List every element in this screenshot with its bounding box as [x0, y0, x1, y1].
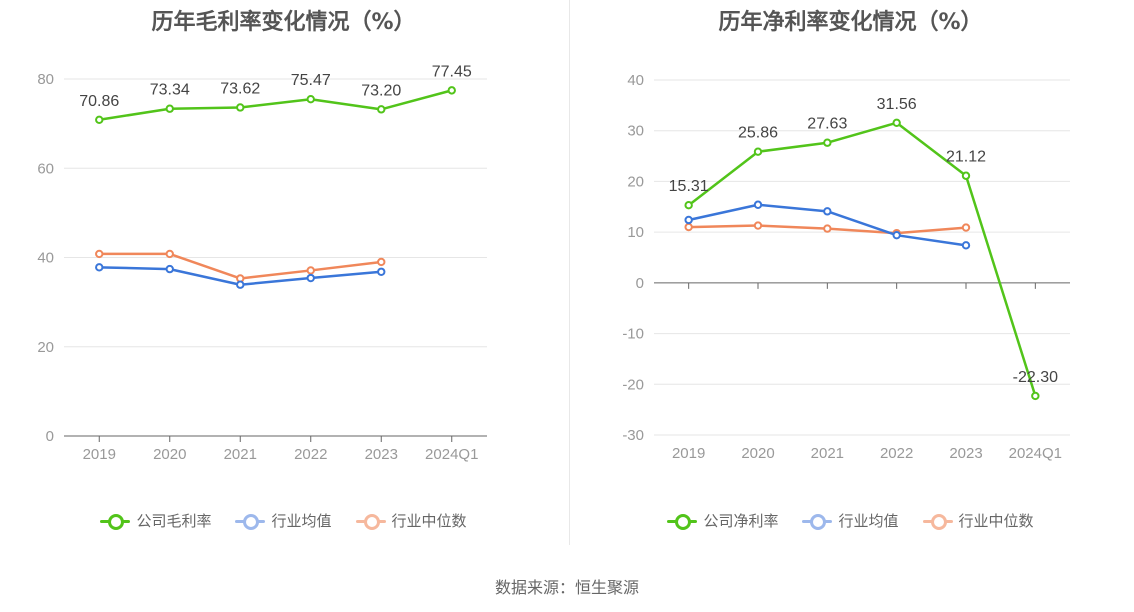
y-tick-label: 20 — [37, 339, 54, 356]
net-margin-plot: -30 -20 -10 0 10 20 30 40 2019 2020 2021 2022 2023 20… — [622, 72, 1070, 462]
y-tick-label: 10 — [627, 224, 644, 241]
legend-label: 公司净利率 — [703, 512, 779, 530]
data-point — [447, 86, 456, 95]
x-tick-label: 2019 — [672, 445, 705, 462]
data-point — [1031, 391, 1040, 401]
legend-label: 行业中位数 — [958, 512, 1034, 530]
y-tick-label: 80 — [37, 71, 54, 88]
data-point — [823, 207, 832, 216]
legend-marker-icon — [235, 513, 266, 530]
data-label: 15.31 — [669, 178, 709, 195]
data-point — [306, 273, 315, 283]
x-tick-label: 2019 — [83, 446, 116, 463]
y-tick-label: 40 — [627, 72, 644, 89]
legend-marker-icon — [667, 513, 698, 530]
y-tick-label: 0 — [46, 428, 54, 445]
x-tick-label: 2021 — [811, 445, 844, 462]
legend-marker-icon — [355, 513, 386, 530]
gross-margin-plot: 0 20 40 60 80 2019 2020 2021 2022 2023 2024Q1 70.86… — [37, 63, 487, 463]
series-line-0 — [99, 89, 453, 122]
legend-label: 行业均值 — [271, 512, 332, 530]
x-tick-label: 2024Q1 — [1009, 445, 1062, 462]
data-point — [753, 200, 763, 209]
y-tick-label: 20 — [627, 173, 644, 190]
data-point — [95, 115, 104, 124]
data-point — [236, 103, 245, 112]
data-point — [892, 118, 901, 128]
legend: 公司净利率 行业均值 行业中位数 — [567, 510, 1134, 531]
legend-label: 公司毛利率 — [136, 512, 212, 530]
data-point — [377, 257, 386, 267]
data-label: 31.56 — [877, 96, 917, 113]
data-point — [165, 104, 174, 113]
data-point — [377, 267, 386, 276]
legend-item-company[interactable]: 公司毛利率 — [100, 510, 211, 531]
data-point — [961, 241, 971, 250]
y-tick-label: 60 — [37, 160, 54, 177]
data-point — [165, 264, 174, 274]
data-label: 73.62 — [220, 80, 260, 97]
y-tick-label: 0 — [636, 275, 644, 292]
x-tick-label: 2023 — [365, 446, 398, 463]
data-label: 27.63 — [807, 116, 847, 133]
data-point — [95, 249, 104, 259]
data-point — [753, 221, 763, 230]
x-tick-label: 2024Q1 — [425, 446, 478, 463]
y-tick-label: 40 — [37, 250, 54, 267]
y-tick-label: -20 — [622, 376, 644, 393]
legend-item-industry-median[interactable]: 行业中位数 — [922, 510, 1034, 531]
data-point — [753, 147, 763, 156]
data-point — [306, 266, 315, 275]
legend-label: 行业均值 — [838, 512, 899, 530]
data-point — [961, 223, 971, 232]
data-point — [236, 280, 245, 289]
data-point — [961, 171, 971, 180]
legend-item-industry-avg[interactable]: 行业均值 — [235, 510, 332, 531]
legend-marker-icon — [100, 513, 131, 530]
data-point — [306, 95, 315, 104]
data-label: 75.47 — [291, 72, 331, 89]
x-tick-label: 2022 — [880, 445, 913, 462]
data-point — [165, 249, 174, 259]
data-label: 21.12 — [946, 149, 986, 166]
y-tick-label: -10 — [622, 326, 644, 343]
legend-marker-icon — [802, 513, 833, 530]
data-label: -22.30 — [1013, 369, 1058, 386]
chart-title: 历年净利率变化情况（%） — [718, 10, 983, 35]
legend-marker-icon — [922, 513, 953, 530]
legend: 公司毛利率 行业均值 行业中位数 — [0, 510, 567, 531]
data-point — [823, 224, 832, 233]
data-point — [892, 230, 901, 240]
x-tick-label: 2020 — [153, 446, 186, 463]
series-line-0 — [687, 121, 1037, 397]
data-point — [823, 138, 832, 147]
legend-item-company[interactable]: 公司净利率 — [667, 510, 778, 531]
data-point — [684, 222, 693, 232]
x-tick-label: 2022 — [294, 446, 327, 463]
legend-item-industry-median[interactable]: 行业中位数 — [355, 510, 467, 531]
chart-title: 历年毛利率变化情况（%） — [151, 10, 416, 35]
data-label: 25.86 — [738, 125, 778, 142]
x-tick-label: 2020 — [741, 445, 774, 462]
legend-label: 行业中位数 — [391, 512, 467, 530]
gross-margin-chart: 历年毛利率变化情况（%） 0 20 40 60 80 2019 2020 2021 2022 20… — [0, 0, 567, 550]
legend-item-industry-avg[interactable]: 行业均值 — [802, 510, 899, 531]
x-tick-label: 2023 — [949, 445, 982, 462]
data-point — [377, 105, 386, 114]
net-margin-chart: 历年净利率变化情况（%） -30 -20 -10 0 10 20 30 40 2019 2020 2… — [567, 0, 1134, 550]
data-label: 77.45 — [432, 63, 472, 80]
data-point — [95, 263, 104, 272]
data-label: 73.34 — [150, 82, 190, 99]
x-tick-label: 2021 — [224, 446, 257, 463]
data-point — [684, 215, 693, 225]
data-label: 73.20 — [361, 82, 401, 99]
y-tick-label: 30 — [627, 123, 644, 140]
data-label: 70.86 — [79, 93, 119, 110]
y-tick-label: -30 — [622, 427, 644, 444]
data-source-note: 数据来源：恒生聚源 — [494, 578, 639, 597]
panel-divider — [569, 0, 570, 545]
data-point — [684, 201, 693, 210]
